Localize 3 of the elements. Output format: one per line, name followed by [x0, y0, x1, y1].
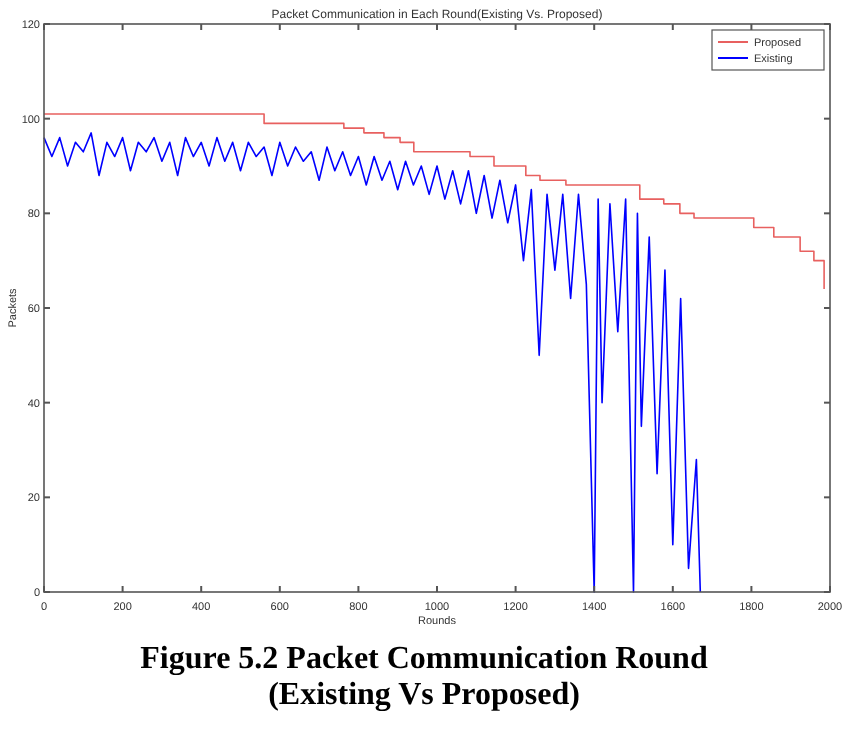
text: (Existing Vs Proposed) — [268, 678, 580, 712]
caption: Figure 5.2 Packet Communication Round — [140, 642, 708, 676]
line-series — [43, 132, 702, 593]
